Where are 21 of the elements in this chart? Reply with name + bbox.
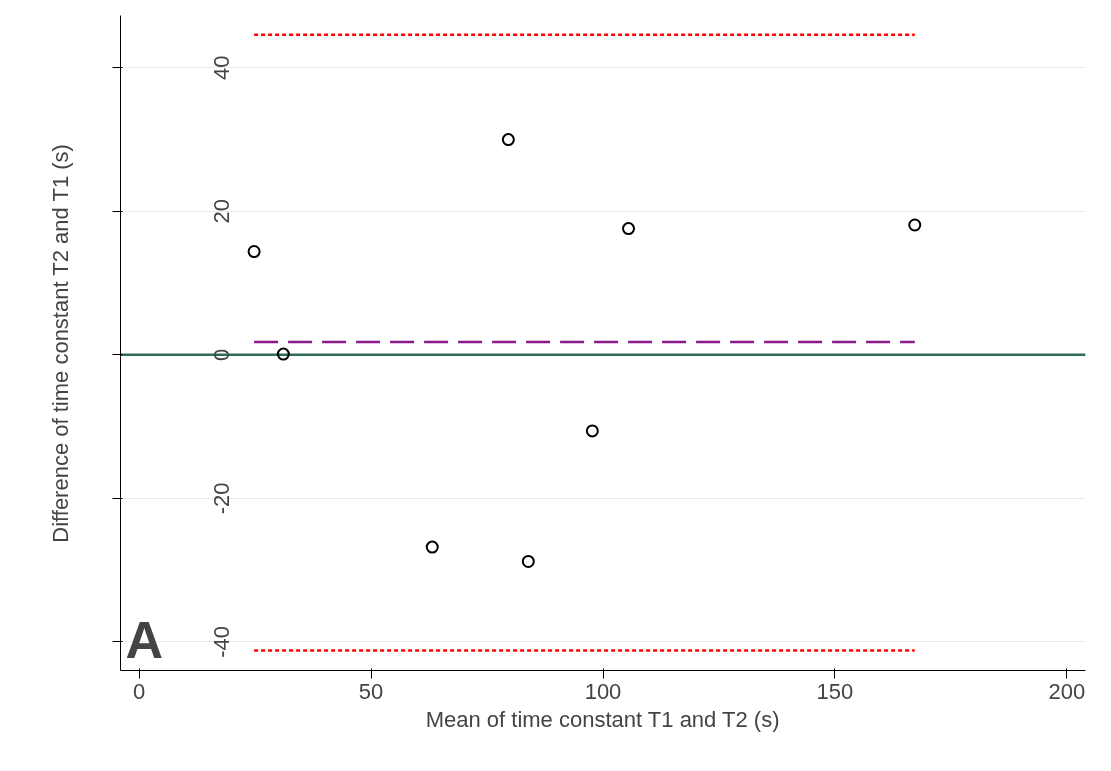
y-tick-label: -40	[208, 625, 234, 658]
y-tick-label: 0	[208, 348, 234, 361]
point	[501, 133, 515, 147]
y-tick-label: 20	[208, 199, 234, 224]
annotation: A	[125, 610, 164, 669]
point	[425, 540, 439, 554]
y-axis-title: Difference of time constant T2 and T1 (s)	[47, 144, 73, 543]
x-tick-label: 50	[358, 678, 384, 704]
x-tick-label: 200	[1048, 678, 1086, 704]
point	[276, 347, 290, 361]
y-tick-label: 40	[208, 55, 234, 81]
x-tick-label: 150	[816, 678, 854, 704]
point	[585, 424, 599, 438]
point	[908, 218, 922, 232]
x-tick-label: 100	[584, 678, 622, 704]
point	[521, 554, 535, 568]
point	[247, 245, 261, 259]
point	[622, 222, 636, 236]
x-tick-label: 0	[132, 678, 146, 704]
y-tick-label: -20	[208, 482, 234, 515]
x-axis-title: Mean of time constant T1 and T2 (s)	[425, 706, 780, 732]
